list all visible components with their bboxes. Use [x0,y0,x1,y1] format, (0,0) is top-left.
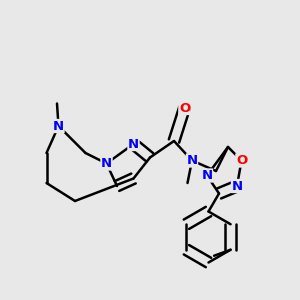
Text: N: N [101,157,112,170]
Text: O: O [236,154,247,167]
Text: N: N [53,119,64,133]
Text: O: O [179,101,190,115]
Text: N: N [128,137,139,151]
Text: N: N [231,179,243,193]
Text: N: N [186,154,198,167]
Text: N: N [201,169,213,182]
